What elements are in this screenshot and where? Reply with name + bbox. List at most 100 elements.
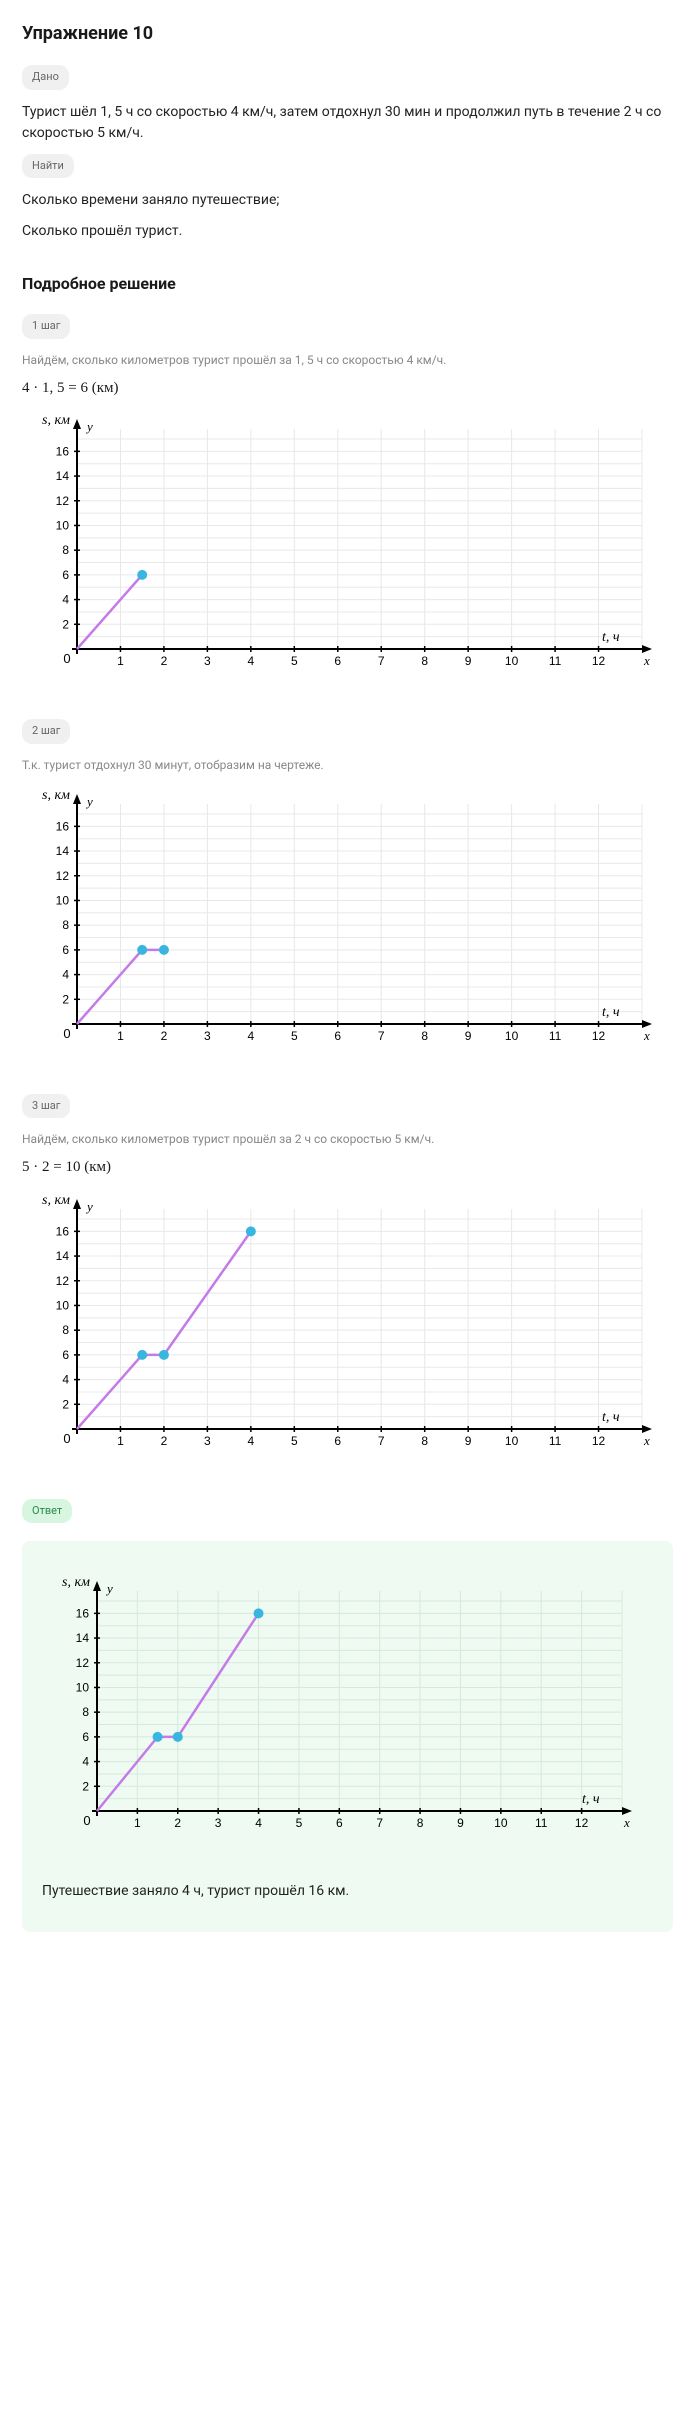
step-formula-3: 5 · 2 = 10 (км) [22,1156,673,1179]
svg-text:3: 3 [204,1029,211,1043]
svg-text:6: 6 [82,1730,89,1744]
svg-text:12: 12 [56,868,70,882]
svg-text:16: 16 [56,444,70,458]
svg-text:8: 8 [62,918,69,932]
svg-text:12: 12 [592,1434,606,1448]
svg-text:8: 8 [82,1705,89,1719]
svg-text:11: 11 [549,654,562,668]
step-badge-3: 3 шаг [22,1094,70,1119]
svg-text:8: 8 [421,654,428,668]
svg-text:2: 2 [62,1397,69,1411]
svg-text:0: 0 [63,1026,70,1041]
svg-text:x: x [643,1433,650,1448]
svg-text:5: 5 [291,1434,298,1448]
svg-text:t, ч: t, ч [602,630,620,645]
svg-text:4: 4 [82,1755,89,1769]
svg-text:6: 6 [334,1434,341,1448]
svg-text:10: 10 [76,1680,90,1694]
svg-text:2: 2 [62,617,69,631]
svg-text:t, ч: t, ч [602,1410,620,1425]
svg-text:0: 0 [63,1431,70,1446]
svg-text:9: 9 [457,1816,464,1830]
svg-text:s, км: s, км [42,413,70,428]
svg-text:11: 11 [549,1434,562,1448]
svg-text:4: 4 [62,1372,69,1386]
svg-text:2: 2 [82,1779,89,1793]
svg-text:2: 2 [62,992,69,1006]
svg-text:8: 8 [421,1029,428,1043]
given-text: Турист шёл 1, 5 ч со скоростью 4 км/ч, з… [22,102,673,144]
svg-text:3: 3 [204,654,211,668]
solution-title: Подробное решение [22,272,673,296]
svg-text:6: 6 [62,1347,69,1361]
step-badge-1: 1 шаг [22,314,70,339]
svg-text:s, км: s, км [42,788,70,803]
svg-text:2: 2 [174,1816,181,1830]
svg-text:8: 8 [62,543,69,557]
step-badge-2: 2 шаг [22,719,70,744]
svg-text:y: y [105,1581,113,1596]
svg-text:1: 1 [117,1434,124,1448]
find-badge: Найти [22,154,74,179]
svg-text:6: 6 [62,942,69,956]
svg-text:1: 1 [117,1029,124,1043]
step-chart-2: 1234567891011122468101214160yxs, кмt, ч [22,784,673,1064]
svg-text:10: 10 [56,1298,70,1312]
answer-text: Путешествие заняло 4 ч, турист прошёл 16… [42,1881,653,1902]
svg-text:4: 4 [255,1816,262,1830]
step-caption-2: Т.к. турист отдохнул 30 минут, отобразим… [22,756,673,774]
svg-text:10: 10 [56,518,70,532]
svg-text:0: 0 [83,1813,90,1828]
svg-text:2: 2 [161,654,168,668]
svg-text:12: 12 [76,1656,90,1670]
svg-text:t, ч: t, ч [582,1792,600,1807]
svg-text:3: 3 [215,1816,222,1830]
svg-text:s, км: s, км [42,1193,70,1208]
svg-text:4: 4 [62,593,69,607]
step-caption-3: Найдём, сколько километров турист прошёл… [22,1130,673,1148]
answer-badge: Ответ [22,1499,72,1524]
given-badge: Дано [22,65,69,90]
svg-text:14: 14 [56,1249,70,1263]
svg-text:6: 6 [334,654,341,668]
svg-text:y: y [85,419,93,434]
svg-text:9: 9 [465,1434,472,1448]
svg-text:8: 8 [417,1816,424,1830]
find-line-2: Сколько прошёл турист. [22,221,673,242]
svg-text:12: 12 [592,1029,606,1043]
step-formula-1: 4 · 1, 5 = 6 (км) [22,377,673,400]
svg-text:10: 10 [494,1816,508,1830]
svg-text:14: 14 [56,844,70,858]
svg-text:10: 10 [505,1434,519,1448]
svg-text:9: 9 [465,1029,472,1043]
answer-box: 1234567891011122468101214160yxs, кмt, ч … [22,1541,673,1932]
svg-text:6: 6 [62,568,69,582]
svg-text:2: 2 [161,1029,168,1043]
svg-text:x: x [643,653,650,668]
svg-text:5: 5 [291,1029,298,1043]
svg-text:6: 6 [336,1816,343,1830]
svg-text:6: 6 [334,1029,341,1043]
svg-text:7: 7 [378,654,385,668]
svg-text:7: 7 [378,1029,385,1043]
svg-text:7: 7 [376,1816,383,1830]
svg-text:x: x [643,1028,650,1043]
svg-text:10: 10 [56,893,70,907]
svg-text:t, ч: t, ч [602,1005,620,1020]
svg-text:12: 12 [56,1273,70,1287]
find-line-1: Сколько времени заняло путешествие; [22,190,673,211]
answer-chart: 1234567891011122468101214160yxs, кмt, ч [42,1571,653,1851]
svg-text:4: 4 [62,967,69,981]
svg-text:16: 16 [56,1224,70,1238]
step-chart-1: 1234567891011122468101214160yxs, кмt, ч [22,409,673,689]
svg-text:5: 5 [291,654,298,668]
svg-text:0: 0 [63,651,70,666]
svg-text:4: 4 [248,654,255,668]
svg-text:12: 12 [592,654,606,668]
svg-text:8: 8 [421,1434,428,1448]
svg-text:4: 4 [248,1434,255,1448]
svg-text:3: 3 [204,1434,211,1448]
page-title: Упражнение 10 [22,20,673,47]
svg-text:4: 4 [248,1029,255,1043]
svg-text:7: 7 [378,1434,385,1448]
